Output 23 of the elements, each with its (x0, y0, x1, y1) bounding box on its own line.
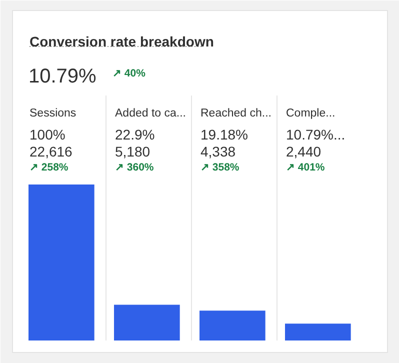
x-tick-label: Reached ch... (200, 108, 272, 120)
chart-title: Conversion rate breakdown (30, 34, 214, 50)
text: 5,180 (115, 144, 150, 160)
x-tick-label: Sessions (30, 108, 76, 120)
x-tick-label: Comple... (286, 108, 336, 120)
text: 2,440 (286, 144, 322, 160)
text: ↗ 40% (112, 68, 146, 80)
data-label: 22.9% (115, 126, 155, 142)
x-tick-label: Added to ca... (115, 108, 186, 120)
data-label: 10.79%... (286, 126, 346, 142)
bar (28, 184, 94, 340)
text: 4,338 (200, 144, 236, 160)
bar (200, 310, 266, 340)
text: 22,616 (30, 144, 73, 160)
text: ↗ 360% (115, 162, 154, 174)
chart-subtitle: 10.79% (28, 66, 97, 88)
bar (285, 324, 351, 340)
bar (114, 304, 180, 340)
text: ↗ 401% (286, 162, 326, 174)
data-label: 100% (30, 126, 66, 142)
data-label: 19.18% (200, 126, 248, 142)
text: ↗ 258% (30, 162, 69, 174)
text: ↗ 358% (200, 162, 240, 174)
